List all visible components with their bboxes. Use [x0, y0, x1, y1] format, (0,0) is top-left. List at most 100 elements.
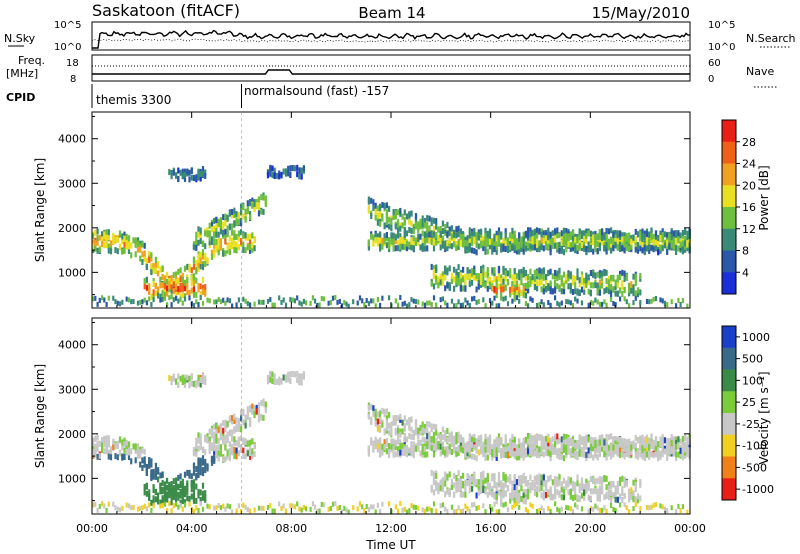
velocity-cell: [237, 424, 240, 431]
velocity-cell: [251, 403, 254, 410]
velocity-cell: [197, 380, 200, 387]
power-cell: [444, 227, 447, 234]
power-cell: [374, 214, 377, 221]
velocity-cell: [612, 507, 615, 512]
power-cell: [545, 235, 548, 242]
velocity-cell: [576, 450, 579, 457]
power-cell: [383, 203, 386, 210]
velocity-cell: [648, 450, 651, 456]
power-cell: [441, 275, 444, 282]
velocity-cell: [435, 508, 438, 514]
power-cell: [219, 228, 222, 235]
velocity-cell: [538, 480, 541, 486]
velocity-cell: [183, 471, 187, 478]
power-cell: [450, 278, 453, 284]
power-cell: [596, 248, 599, 255]
velocity-cell: [394, 451, 397, 458]
power-cell: [183, 168, 187, 175]
power-cell: [457, 243, 460, 250]
velocity-cell: [574, 448, 577, 455]
velocity-cell: [464, 442, 467, 449]
power-cell: [504, 284, 507, 291]
velocity-cell: [661, 442, 664, 449]
velocity-cell: [605, 508, 608, 514]
power-cell: [177, 298, 180, 304]
velocity-cell: [580, 447, 584, 454]
power-cell: [466, 267, 469, 274]
velocity-cell: [291, 503, 294, 509]
power-cell: [596, 299, 599, 305]
velocity-cell: [484, 454, 487, 461]
velocity-cell: [388, 449, 391, 456]
colorbar-tick-label: -500: [742, 461, 767, 474]
power-cell: [462, 285, 465, 292]
velocity-cell: [188, 382, 191, 389]
power-cell: [569, 245, 572, 252]
velocity-cell: [455, 509, 458, 515]
power-cell: [598, 285, 601, 292]
velocity-cell: [217, 444, 220, 451]
velocity-cell: [338, 505, 341, 510]
velocity-cell: [457, 437, 460, 444]
power-cell: [562, 227, 566, 234]
velocity-cell: [504, 501, 507, 507]
velocity-cell: [583, 494, 586, 501]
power-cell: [625, 243, 628, 250]
power-cell: [446, 221, 449, 228]
colorbar-tick-label: 24: [742, 158, 756, 171]
velocity-cell: [215, 437, 218, 444]
velocity-cell: [127, 449, 131, 456]
velocity-cell: [251, 438, 254, 445]
power-cell: [92, 233, 95, 240]
velocity-cell: [175, 497, 178, 504]
power-cell: [654, 230, 658, 237]
power-cell: [679, 232, 682, 239]
power-cell: [659, 230, 662, 237]
velocity-cell: [567, 441, 570, 448]
velocity-cell: [529, 437, 532, 444]
velocity-cell: [430, 508, 433, 513]
velocity-cell: [201, 459, 205, 466]
velocity-cell: [96, 453, 99, 460]
velocity-cell: [175, 501, 178, 507]
power-cell: [170, 293, 173, 300]
velocity-cell: [580, 484, 584, 491]
colorbar-swatch: [722, 250, 736, 273]
velocity-cell: [224, 456, 227, 463]
velocity-cell: [255, 404, 258, 411]
power-cell: [639, 300, 642, 306]
velocity-cell: [520, 474, 523, 481]
velocity-cell: [571, 447, 575, 454]
power-cell: [560, 239, 563, 246]
power-cell: [589, 289, 592, 296]
velocity-cell: [659, 441, 662, 447]
velocity-cell: [545, 437, 548, 444]
power-cell: [560, 288, 563, 295]
power-cell: [583, 283, 586, 290]
velocity-cell: [509, 442, 512, 449]
velocity-cell: [219, 430, 222, 437]
power-cell: [603, 270, 606, 277]
power-cell: [457, 272, 460, 278]
power-cell: [462, 266, 465, 273]
power-cell: [471, 279, 474, 286]
power-cell: [610, 237, 613, 244]
velocity-cell: [524, 476, 527, 482]
power-cell: [278, 173, 281, 180]
velocity-cell: [616, 496, 619, 503]
velocity-cell: [607, 434, 610, 441]
velocity-cell: [639, 440, 642, 447]
power-cell: [583, 230, 586, 237]
velocity-cell: [686, 509, 689, 515]
velocity-cell: [305, 506, 308, 512]
velocity-cell: [515, 450, 518, 457]
velocity-cell: [610, 480, 613, 487]
velocity-cell: [394, 504, 397, 510]
power-cell: [639, 273, 642, 279]
power-cell: [121, 233, 124, 240]
velocity-cell: [549, 445, 552, 452]
power-cell: [219, 224, 222, 231]
power-cell: [672, 237, 675, 244]
velocity-cell: [240, 415, 243, 422]
